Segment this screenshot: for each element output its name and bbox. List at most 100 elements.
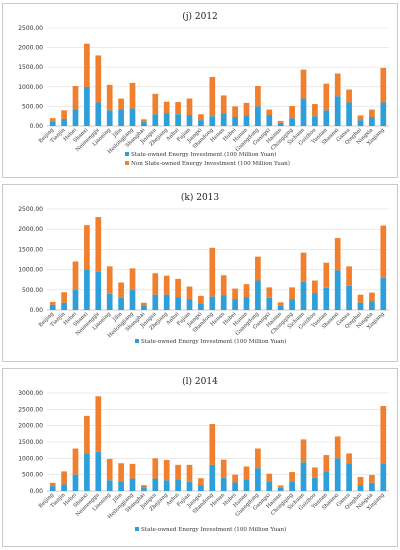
bar-nonstate-heilongjiang bbox=[129, 463, 136, 479]
y-tick-label: 3000.00 bbox=[18, 390, 43, 397]
bar-state-fujian bbox=[186, 299, 193, 310]
y-tick-label: 2500.00 bbox=[18, 25, 43, 32]
y-tick-label: 500.00 bbox=[22, 103, 43, 110]
bar-state-zhejiang bbox=[163, 113, 170, 126]
bar-state-chongqing bbox=[289, 481, 295, 491]
bar-state-jiangxi bbox=[198, 485, 204, 491]
bar-nonstate-hebei bbox=[72, 261, 79, 290]
bar-nonstate-shanghai bbox=[141, 302, 147, 306]
bar-nonstate-guangxi bbox=[266, 109, 273, 116]
bar-state-guangxi bbox=[266, 297, 273, 310]
bar-nonstate-hunan bbox=[243, 284, 250, 298]
bar-state-shanxi bbox=[84, 269, 90, 310]
chart-panel-2014: (l) 2014 0.00 500.00 1000.00 1500.00 2000.00 2… bbox=[2, 368, 398, 547]
bar-state-shanghai bbox=[141, 487, 147, 491]
bar-nonstate-tianjin bbox=[61, 110, 67, 119]
bar-state-shanxi bbox=[84, 453, 90, 491]
bar-state-sichuan bbox=[300, 281, 307, 310]
bar-nonstate-hubei bbox=[232, 106, 238, 117]
bar-state-chongqing bbox=[289, 118, 295, 126]
bar-state-jilin bbox=[118, 109, 124, 126]
bar-nonstate-gansu bbox=[346, 266, 352, 286]
bar-state-hunan bbox=[243, 115, 250, 126]
bar-nonstate-sichuan bbox=[300, 252, 307, 282]
bar-state-chongqing bbox=[289, 299, 295, 310]
bar-state-xinjiang bbox=[380, 277, 387, 310]
bar-state-shanghai bbox=[141, 122, 147, 126]
bar-state-hunan bbox=[243, 297, 250, 310]
legend-label: State-owned Energy Investment (100 Milli… bbox=[131, 151, 276, 158]
legend-swatch bbox=[125, 161, 129, 165]
bar-nonstate-xinjiang bbox=[380, 406, 387, 464]
bar-nonstate-henan bbox=[220, 459, 227, 478]
bar-nonstate-beijing bbox=[49, 482, 56, 487]
bar-state-hebei bbox=[72, 474, 79, 491]
bar-nonstate-xinjiang bbox=[380, 67, 387, 103]
bar-state-henan bbox=[220, 113, 227, 126]
bar-state-gansu bbox=[346, 285, 352, 310]
bar-state-gansu bbox=[346, 463, 352, 491]
bar-nonstate-shanghai bbox=[141, 485, 147, 488]
bar-nonstate-shanxi bbox=[84, 225, 90, 270]
bar-nonstate-yunnan bbox=[323, 455, 330, 472]
bar-state-jilin bbox=[118, 481, 124, 491]
bar-state-neimenggu bbox=[95, 102, 102, 126]
bar-state-guangxi bbox=[266, 481, 273, 491]
bar-nonstate-beijing bbox=[49, 301, 56, 305]
bar-nonstate-hunan bbox=[243, 102, 250, 116]
bar-state-hubei bbox=[232, 482, 238, 491]
y-tick-label: 0.00 bbox=[30, 307, 44, 314]
bar-nonstate-guizhou bbox=[312, 280, 318, 294]
bar-nonstate-neimenggu bbox=[95, 396, 102, 452]
bar-nonstate-jilin bbox=[118, 98, 124, 110]
bar-state-neimenggu bbox=[95, 271, 102, 310]
chart-title: (k) 2013 bbox=[181, 192, 220, 203]
legend-swatch bbox=[135, 527, 139, 531]
y-tick-label: 1500.00 bbox=[18, 246, 43, 253]
bar-nonstate-fujian bbox=[186, 286, 193, 300]
bar-nonstate-ningxia bbox=[369, 292, 375, 302]
y-tick-label: 2000.00 bbox=[18, 45, 43, 52]
bar-state-jiangsu bbox=[152, 114, 159, 126]
bar-state-henan bbox=[220, 477, 227, 491]
y-tick-label: 0.00 bbox=[30, 123, 44, 130]
bar-state-shandong bbox=[209, 464, 216, 491]
bar-state-beijing bbox=[49, 121, 56, 126]
bar-nonstate-jiangxi bbox=[198, 295, 204, 304]
bar-nonstate-tianjin bbox=[61, 292, 67, 303]
bar-nonstate-liaoning bbox=[106, 266, 113, 294]
bar-state-tianjin bbox=[61, 302, 67, 310]
y-tick-label: 1000.00 bbox=[18, 267, 43, 274]
bar-state-fujian bbox=[186, 115, 193, 126]
bar-state-beijing bbox=[49, 486, 56, 491]
bar-nonstate-guangdong bbox=[255, 256, 261, 281]
bar-state-jiangsu bbox=[152, 478, 159, 491]
bar-nonstate-henan bbox=[220, 95, 227, 114]
legend-swatch bbox=[125, 152, 129, 156]
bar-nonstate-zhejiang bbox=[163, 459, 170, 481]
bar-state-shaanxi bbox=[334, 270, 341, 310]
bar-nonstate-hunan bbox=[243, 466, 250, 480]
y-tick-label: 2500.00 bbox=[18, 206, 43, 213]
bar-state-hainan bbox=[277, 122, 284, 126]
bar-state-guizhou bbox=[312, 116, 318, 126]
bar-state-tianjin bbox=[61, 484, 67, 491]
bar-state-anhui bbox=[175, 297, 181, 310]
bar-state-yunnan bbox=[323, 110, 330, 126]
bar-nonstate-shandong bbox=[209, 77, 216, 117]
bar-nonstate-hebei bbox=[72, 86, 79, 110]
bar-state-yunnan bbox=[323, 471, 330, 491]
legend-label: Non State-owned Energy Investment (100 M… bbox=[131, 160, 290, 167]
chart-panel-2012: (j) 2012 0.00 500.00 1000.00 1500.00 2000.00 2… bbox=[2, 3, 398, 178]
bar-nonstate-guizhou bbox=[312, 467, 318, 478]
bar-nonstate-gansu bbox=[346, 453, 352, 464]
bar-nonstate-guangdong bbox=[255, 86, 261, 107]
bar-nonstate-jiangsu bbox=[152, 93, 159, 115]
bar-nonstate-sichuan bbox=[300, 439, 307, 463]
bar-nonstate-liaoning bbox=[106, 458, 113, 481]
bar-state-shandong bbox=[209, 116, 216, 126]
bar-nonstate-jilin bbox=[118, 463, 124, 482]
bar-state-liaoning bbox=[106, 293, 113, 310]
chart-panel-2013: (k) 2013 0.00 500.00 1000.00 1500.00 2000.00 2… bbox=[2, 184, 398, 362]
bar-nonstate-shandong bbox=[209, 424, 216, 465]
